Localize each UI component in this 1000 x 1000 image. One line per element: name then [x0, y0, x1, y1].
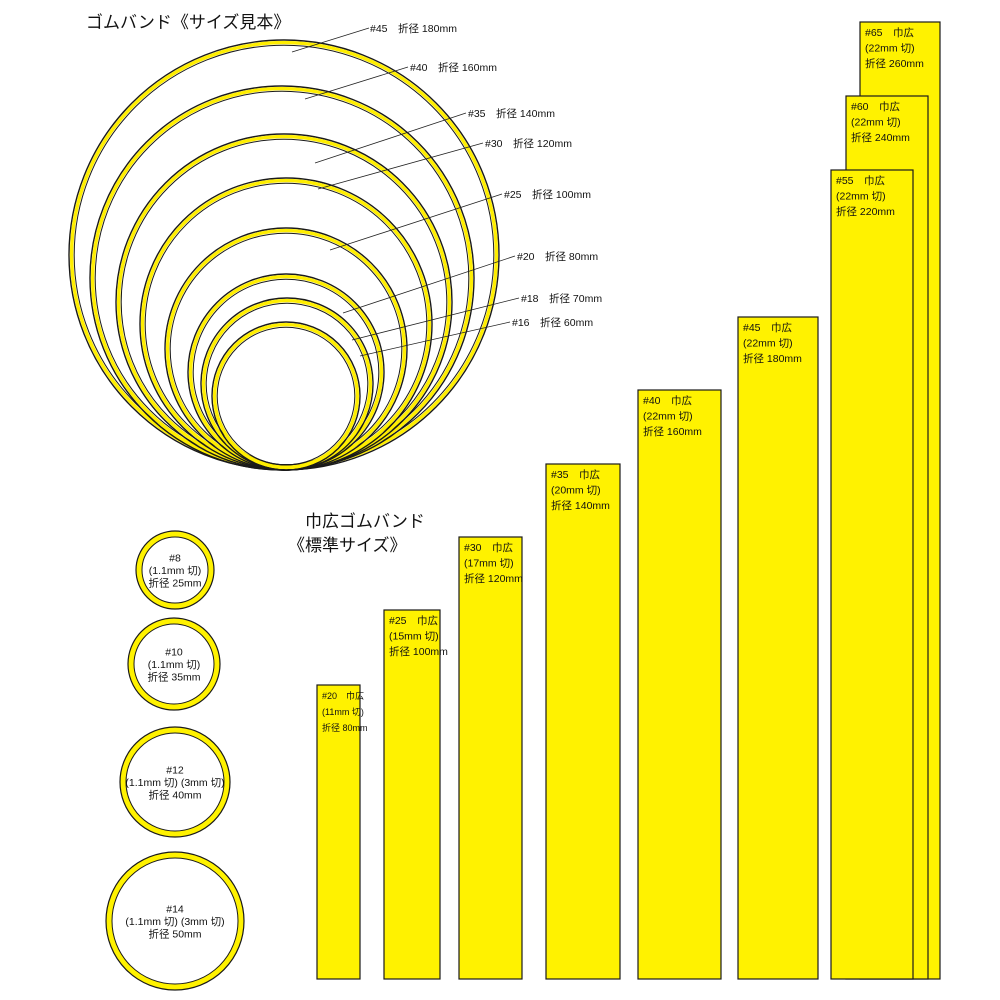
ring-outline [211, 321, 361, 471]
small-ring-label-line: #8 [169, 553, 181, 565]
ring-inner-outline [216, 326, 356, 466]
leader-line [351, 297, 520, 341]
band-rect [737, 316, 819, 980]
band-label-line: #20 巾広 [322, 690, 364, 701]
small-ring-label-line: 折径 40mm [148, 789, 201, 802]
small-ring-label-line: (1.1mm 切) (3mm 切) [125, 916, 224, 928]
band-25: #25 巾広 (15mm 切) 折径 100mm [383, 609, 448, 980]
band-label-line: #55 巾広 [836, 174, 885, 187]
band-label-line: (11mm 切) [322, 707, 364, 717]
band-label-line: 折径 140mm [551, 499, 610, 512]
band-label-line: #25 巾広 [389, 614, 438, 627]
ring-band [165, 228, 407, 470]
band-label-line: (22mm 切) [743, 338, 793, 350]
leader-line [304, 66, 409, 100]
band-label-line: 折径 100mm [389, 645, 448, 658]
ring-band [212, 322, 360, 470]
band-label-line: 折径 160mm [643, 425, 702, 438]
leader-line [329, 193, 503, 251]
band-rect [458, 536, 523, 980]
band-30: #30 巾広 (17mm 切) 折径 120mm [458, 536, 523, 980]
small-ring-hole [111, 857, 239, 985]
ring-40: #40 折径 160mm [89, 61, 497, 471]
ring-label: #35 折径 140mm [468, 107, 555, 120]
small-ring-14: #14(1.1mm 切) (3mm 切)折径 50mm [105, 851, 245, 991]
band-label-line: #65 巾広 [865, 26, 914, 39]
band-label-line: 折径 180mm [743, 352, 802, 365]
ring-label: #45 折径 180mm [370, 22, 457, 35]
ring-inner-outline [169, 232, 403, 466]
ring-label: #40 折径 160mm [410, 61, 497, 74]
ring-label: #16 折径 60mm [512, 316, 593, 329]
band-label-line: #60 巾広 [851, 100, 900, 113]
small-ring-label-line: 折径 50mm [148, 928, 201, 941]
band-label-line: (17mm 切) [464, 558, 514, 570]
band-label-line: 折径 260mm [865, 57, 924, 70]
band-label-line: 折径 120mm [464, 572, 523, 585]
band-label-line: #35 巾広 [551, 468, 600, 481]
ring-samples: #45 折径 180mm #40 折径 160mm #35 折径 140mm #30 … [68, 22, 602, 471]
band-label-line: #45 巾広 [743, 321, 792, 334]
leader-line [314, 112, 467, 164]
wide-title-line1: 巾広ゴムバンド [305, 511, 425, 532]
band-20: #20 巾広 (11mm 切) 折径 80mm [316, 684, 368, 980]
leader-line [291, 27, 370, 53]
band-label-line: (22mm 切) [851, 117, 901, 129]
ring-25: #25 折径 100mm [164, 188, 591, 471]
small-ring-label-line: #10 [165, 647, 183, 659]
small-ring-label-line: 折径 35mm [147, 671, 200, 684]
band-label-line: (15mm 切) [389, 631, 439, 643]
small-ring-label-line: #14 [166, 904, 184, 916]
small-ring-8: #8(1.1mm 切)折径 25mm [135, 530, 215, 610]
band-rect [637, 389, 722, 980]
small-ring-10: #10(1.1mm 切)折径 35mm [127, 617, 221, 711]
ring-16: #16 折径 60mm [211, 316, 593, 471]
ring-label: #30 折径 120mm [485, 137, 572, 150]
small-ring-label-line: (1.1mm 切) [149, 565, 202, 577]
band-rect [830, 169, 914, 980]
band-rect [545, 463, 621, 980]
band-label-line: (20mm 切) [551, 485, 601, 497]
small-ring-label-line: #12 [166, 765, 184, 777]
band-label-line: (22mm 切) [643, 411, 693, 423]
ring-label: #18 折径 70mm [521, 292, 602, 305]
small-ring-hole [141, 536, 209, 604]
small-ring-samples: #8(1.1mm 切)折径 25mm#10(1.1mm 切)折径 35mm#12… [105, 530, 245, 991]
band-label-line: 折径 240mm [851, 131, 910, 144]
ring-18: #18 折径 70mm [200, 292, 602, 471]
band-label-line: 折径 80mm [322, 722, 368, 733]
small-ring-label-line: (1.1mm 切) [148, 659, 201, 671]
band-rect [316, 684, 361, 980]
band-label-line: 折径 220mm [836, 205, 895, 218]
small-ring-label-line: (1.1mm 切) (3mm 切) [125, 777, 224, 789]
small-ring-hole [133, 623, 215, 705]
ring-label: #20 折径 80mm [517, 250, 598, 263]
band-label-line: #30 巾広 [464, 541, 513, 554]
leader-line [359, 321, 511, 357]
small-ring-12: #12(1.1mm 切) (3mm 切)折径 40mm [119, 726, 231, 838]
wide-band-samples: #65 巾広 (22mm 切) 折径 260mm #60 巾広 (22mm 切) 折径 2… [316, 21, 941, 980]
band-label-line: #40 巾広 [643, 394, 692, 407]
wide-title-line2: 《標準サイズ》 [288, 536, 407, 556]
ring-label: #25 折径 100mm [504, 188, 591, 201]
band-rect [383, 609, 441, 980]
small-ring-hole [125, 732, 225, 832]
band-35: #35 巾広 (20mm 切) 折径 140mm [545, 463, 621, 980]
band-label-line: (22mm 切) [865, 43, 915, 55]
ring-30: #30 折径 120mm [139, 137, 572, 471]
band-55: #55 巾広 (22mm 切) 折径 220mm [830, 169, 914, 980]
leader-line [317, 142, 484, 190]
band-40: #40 巾広 (22mm 切) 折径 160mm [637, 389, 722, 980]
band-label-line: (22mm 切) [836, 191, 886, 203]
small-ring-label-line: 折径 25mm [148, 577, 201, 590]
leader-line [342, 255, 516, 314]
band-45: #45 巾広 (22mm 切) 折径 180mm [737, 316, 819, 980]
sample-title: ゴムバンド《サイズ見本》 [86, 12, 290, 33]
